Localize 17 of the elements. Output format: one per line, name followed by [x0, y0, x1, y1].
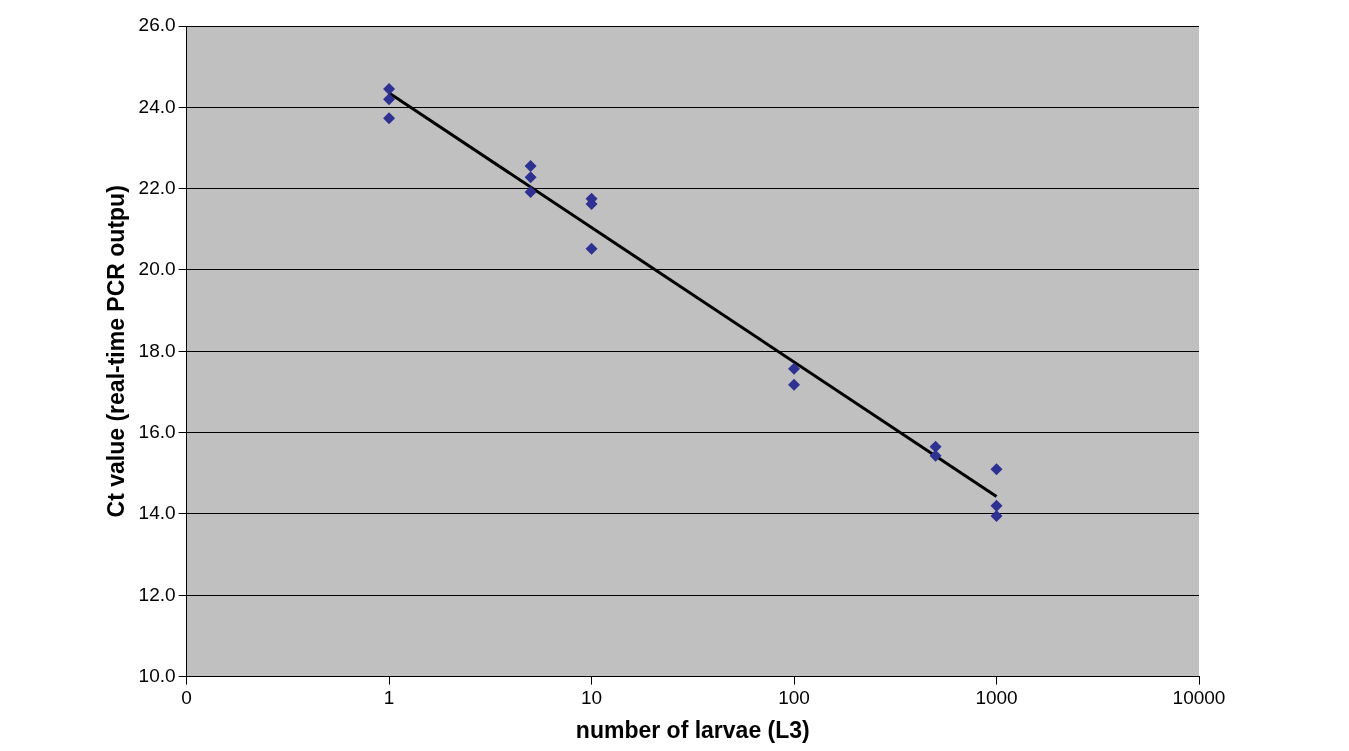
y-tick-label: 12.0 — [138, 583, 176, 605]
x-tick-label: 1000 — [975, 687, 1018, 709]
x-tick-label: 10000 — [1172, 687, 1226, 709]
y-tick-label: 24.0 — [138, 95, 176, 117]
x-tick-label: 10 — [580, 687, 603, 709]
y-tick-label: 14.0 — [138, 502, 176, 524]
y-tick-label: 26.0 — [138, 14, 176, 36]
y-tick-label: 16.0 — [138, 420, 176, 442]
x-tick-label: 1 — [383, 687, 395, 709]
y-tick-label: 22.0 — [138, 176, 176, 198]
x-tick-label: 100 — [778, 687, 810, 709]
y-tick-label: 20.0 — [138, 258, 176, 280]
x-axis-title: number of larvae (L3) — [575, 716, 810, 743]
y-tick-label: 18.0 — [138, 339, 176, 361]
y-tick-label: 10.0 — [138, 664, 176, 686]
y-axis-title: Ct value (real-time PCR outpu) — [103, 185, 130, 518]
x-tick-label: 0 — [181, 687, 192, 709]
